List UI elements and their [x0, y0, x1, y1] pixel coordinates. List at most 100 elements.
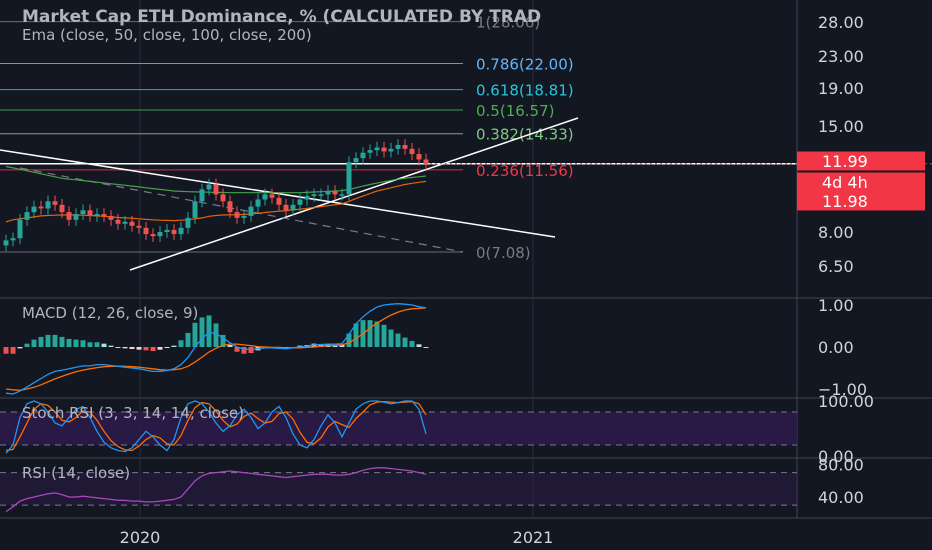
- fib-level-label: 0.382(14.33): [476, 126, 574, 144]
- stoch-d-line: [5, 400, 427, 452]
- fib-retracement[interactable]: 1(28.06) 0.786(22.00) 0.618(18.81) 0.5(16.5…: [0, 14, 574, 262]
- macd-histogram-bar: [227, 344, 233, 347]
- macd-histogram-bar: [157, 347, 163, 350]
- candle-body: [241, 215, 247, 218]
- macd-histogram-bar: [353, 323, 359, 347]
- price-axis-tick: 6.50: [818, 257, 854, 276]
- macd-histogram-bar: [10, 347, 16, 354]
- candle-body: [255, 199, 261, 207]
- candle-body: [115, 219, 121, 224]
- candle-body: [45, 201, 51, 209]
- fib-level-label: 0(7.08): [476, 244, 531, 262]
- candle-body: [276, 197, 282, 205]
- stoch-axis-tick: 100.00: [818, 392, 874, 411]
- price-axis-tick: 8.00: [818, 223, 854, 242]
- candle-body: [367, 150, 373, 153]
- stoch-k-line: [5, 400, 427, 454]
- candle-body: [17, 219, 23, 239]
- candle-body: [87, 210, 93, 216]
- macd-histogram-bar: [87, 342, 93, 347]
- macd-histogram-bar: [339, 344, 345, 347]
- candle-body: [262, 194, 268, 200]
- macd-histogram-bar: [234, 347, 240, 352]
- macd-histogram-bar: [171, 345, 177, 347]
- candle-body: [185, 217, 191, 228]
- candle-body: [269, 194, 275, 198]
- candle-body: [304, 196, 310, 200]
- candle-body: [136, 225, 142, 228]
- candle-body: [52, 201, 58, 205]
- macd-histogram-bar: [122, 347, 128, 349]
- candle-body: [318, 194, 324, 196]
- macd-histogram-bar: [94, 342, 100, 347]
- macd-histogram-bar: [374, 321, 380, 347]
- candle-body: [108, 215, 114, 220]
- macd-histogram-bar: [381, 324, 387, 347]
- macd-histogram-bar: [73, 339, 79, 347]
- macd-histogram-bar: [52, 334, 58, 347]
- candle-body: [213, 184, 219, 195]
- macd-histogram-bar: [332, 344, 338, 347]
- macd-axis-tick: −1.00: [818, 380, 867, 399]
- candle-body: [388, 148, 394, 152]
- rsi-axis-tick: 40.00: [818, 488, 864, 507]
- candle-body: [339, 194, 345, 196]
- candle-body: [206, 184, 212, 190]
- candle-body: [73, 214, 79, 220]
- candle-body: [409, 148, 415, 155]
- price-tag-box: [797, 151, 925, 171]
- candle-body: [353, 158, 359, 163]
- price-pane[interactable]: [0, 117, 932, 271]
- candle-body: [290, 204, 296, 211]
- macd-histogram-bar: [423, 347, 429, 348]
- stoch-rsi-pane[interactable]: [0, 400, 797, 454]
- fib-level-label: 1(28.06): [476, 14, 540, 32]
- candle-body: [150, 234, 156, 237]
- price-axis[interactable]: 28.00 23.00 19.00 15.00 8.00 6.50 1.00 0.00 −1.0…: [120, 13, 874, 547]
- macd-histogram-bar: [402, 337, 408, 347]
- price-axis-tick: 23.00: [818, 47, 864, 66]
- macd-pane[interactable]: [3, 303, 429, 395]
- rsi-line: [5, 467, 427, 513]
- candle-body: [346, 162, 352, 195]
- stoch-rsi-indicator-label[interactable]: Stoch RSI (3, 3, 14, 14, close): [22, 404, 244, 422]
- candle-body: [227, 201, 233, 213]
- macd-histogram-bar: [136, 347, 142, 350]
- macd-histogram-bar: [108, 345, 114, 347]
- macd-axis-tick: 1.00: [818, 296, 854, 315]
- candle-body: [122, 221, 128, 224]
- macd-histogram-bar: [3, 347, 9, 354]
- macd-histogram-bar: [129, 347, 135, 350]
- candle-body: [402, 145, 408, 149]
- macd-histogram-bar: [31, 339, 37, 347]
- macd-histogram-bar: [409, 340, 415, 347]
- candle-body: [297, 199, 303, 205]
- stoch-axis-tick: 0.00: [818, 447, 854, 466]
- candle-body: [171, 229, 177, 235]
- candle-body: [332, 191, 338, 195]
- fib-level-label: 0.786(22.00): [476, 55, 574, 73]
- time-axis-tick: 2020: [120, 528, 161, 547]
- candle-body: [192, 201, 198, 218]
- macd-indicator-label[interactable]: MACD (12, 26, close, 9): [22, 304, 198, 322]
- candle-body: [360, 152, 366, 159]
- candle-body: [66, 212, 72, 220]
- macd-histogram-bar: [388, 329, 394, 347]
- chart-title: Market Cap ETH Dominance, % (CALCULATED …: [22, 7, 541, 27]
- rsi-indicator-label[interactable]: RSI (14, close): [22, 464, 130, 482]
- candle-body: [38, 206, 44, 209]
- candle-body: [283, 204, 289, 211]
- candle-body: [220, 194, 226, 202]
- fib-level-label: 0.236(11.56): [476, 162, 574, 180]
- candle-body: [234, 212, 240, 218]
- macd-histogram-bar: [101, 343, 107, 347]
- price-axis-tick: 15.00: [818, 117, 864, 136]
- rsi-pane[interactable]: [0, 467, 797, 513]
- price-axis-tick: 28.00: [818, 13, 864, 32]
- macd-line: [5, 303, 427, 395]
- ema-indicator-label[interactable]: Ema (close, 50, close, 100, close, 200): [22, 26, 312, 44]
- fib-level-label: 0.5(16.57): [476, 102, 555, 120]
- candle-body: [101, 214, 107, 216]
